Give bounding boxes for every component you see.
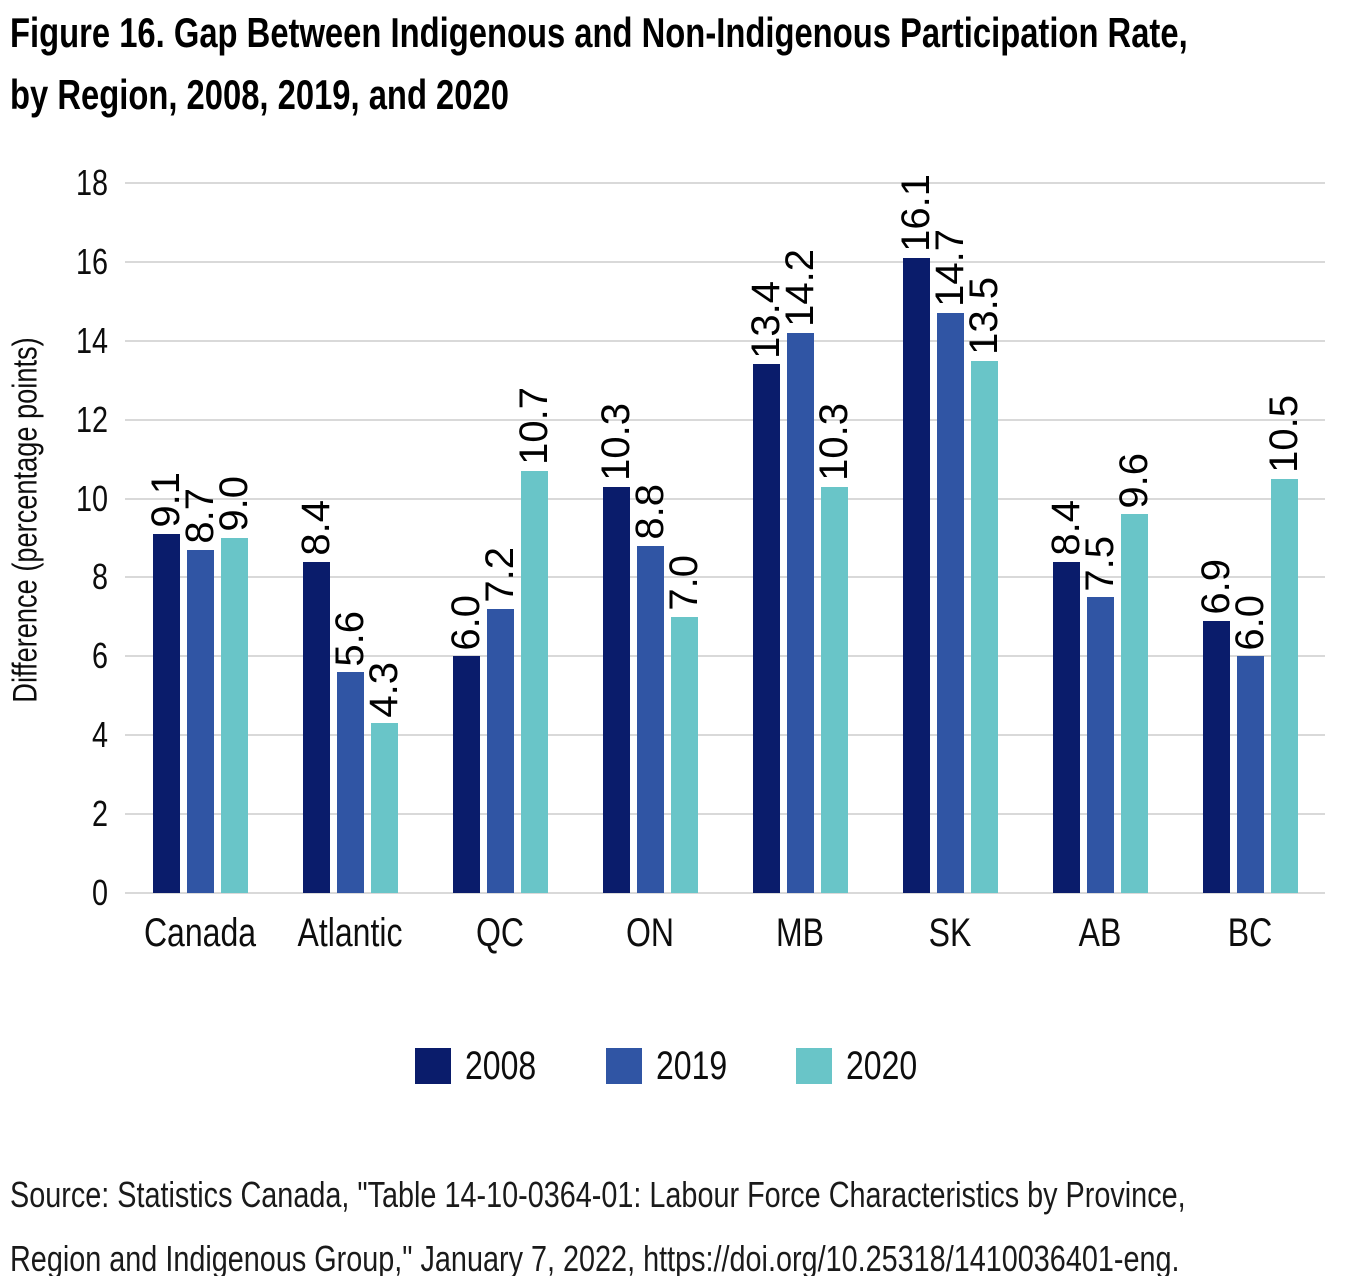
y-axis-tick-label: 8 <box>0 553 108 601</box>
bar-value-label: 10.3 <box>812 402 856 481</box>
bar-2008-atlantic <box>302 561 330 893</box>
bar-2008-ab <box>1052 561 1080 893</box>
bar-2008-sk <box>902 257 930 893</box>
bar-2020-mb <box>820 486 848 893</box>
legend-label-2020: 2020 <box>846 1043 918 1088</box>
gridline <box>125 813 1325 816</box>
y-axis-tick-label: 14 <box>0 317 108 365</box>
bar-2019-on <box>636 545 664 893</box>
bar-2008-on <box>602 486 630 893</box>
source-line-1: Source: Statistics Canada, "Table 14-10-… <box>10 1174 1186 1215</box>
legend-label-2008: 2008 <box>464 1043 536 1088</box>
y-axis-tick-value: 12 <box>75 398 108 440</box>
gridline <box>125 182 1325 184</box>
bar-value-label: 5.6 <box>328 610 372 667</box>
bar-2020-qc <box>520 470 548 893</box>
y-axis-tick-label: 12 <box>0 396 108 444</box>
y-axis-tick-value: 8 <box>91 556 108 598</box>
y-axis-tick-value: 4 <box>91 714 108 756</box>
bar-value-label: 7.2 <box>478 547 522 603</box>
y-axis-tick-value: 16 <box>75 240 108 282</box>
y-axis-tick-value: 18 <box>75 162 108 203</box>
legend-swatch-2008 <box>414 1048 451 1084</box>
gridline <box>125 892 1325 894</box>
gridline <box>125 260 1325 263</box>
bar-2008-qc <box>452 656 480 893</box>
legend-swatch-2020 <box>796 1048 833 1084</box>
bar-2019-atlantic <box>336 672 364 893</box>
figure-title-line-2: by Region, 2008, 2019, and 2020 <box>10 71 509 118</box>
y-axis-tick-value: 10 <box>75 477 108 519</box>
bar-value-label: 8.4 <box>294 500 338 556</box>
source-line-2: Region and Indigenous Group," January 7,… <box>10 1234 1346 1276</box>
y-axis-tick-label: 10 <box>0 475 108 523</box>
y-axis-tick-value: 0 <box>91 872 108 913</box>
bar-value-label: 8.8 <box>628 484 672 540</box>
bar-2019-ab <box>1086 597 1114 893</box>
bar-2008-canada <box>152 534 180 893</box>
bar-value-label: 6.0 <box>444 594 488 651</box>
figure-title: Figure 16. Gap Between Indigenous and No… <box>10 2 1350 126</box>
y-axis-tick-label: 18 <box>0 159 108 207</box>
bar-2019-canada <box>186 549 214 893</box>
y-axis-tick-value: 2 <box>91 793 108 835</box>
legend-item-2008: 2008 <box>414 1043 554 1089</box>
bar-2008-mb <box>752 364 780 893</box>
bar-value-label: 4.3 <box>362 661 406 718</box>
y-axis-tick-value: 6 <box>91 635 108 677</box>
x-axis-label-mb: MB <box>776 911 824 955</box>
y-axis-tick-label: 16 <box>0 238 108 286</box>
x-axis-label-sk: SK <box>928 911 972 955</box>
gridline <box>125 418 1325 421</box>
bar-2019-qc <box>486 609 514 893</box>
bar-2020-bc <box>1270 478 1298 893</box>
legend-item-2020: 2020 <box>796 1044 935 1089</box>
gridline <box>125 339 1325 342</box>
bar-2019-sk <box>936 313 964 893</box>
bar-value-label: 10.3 <box>594 402 638 481</box>
bar-2020-sk <box>970 360 998 893</box>
x-axis-label-ab: AB <box>1078 911 1122 955</box>
bar-2020-on <box>670 616 698 893</box>
bar-value-label: 6.0 <box>1228 594 1272 651</box>
bar-2019-mb <box>786 332 814 893</box>
bar-value-label: 7.5 <box>1078 535 1122 592</box>
bar-value-label: 14.2 <box>778 249 822 327</box>
y-axis-tick-label: 6 <box>0 632 108 680</box>
bar-value-label: 9.0 <box>212 476 256 532</box>
bar-value-label: 13.5 <box>962 276 1006 355</box>
x-axis-label-atlantic: Atlantic <box>297 911 403 955</box>
source-text: Region and Indigenous Group," January 7,… <box>10 1238 644 1276</box>
source-note: Source: Statistics Canada, "Table 14-10-… <box>10 1170 1346 1276</box>
bar-2019-bc <box>1236 656 1264 893</box>
legend: 2008 2019 2020 <box>0 1042 1350 1090</box>
gridline <box>125 497 1325 500</box>
source-doi-link[interactable]: https://doi.org/10.25318/1410036401-eng. <box>643 1238 1180 1276</box>
bar-value-label: 7.0 <box>662 555 706 611</box>
x-axis-label-on: ON <box>626 911 674 955</box>
y-axis-tick-label: 4 <box>0 711 108 759</box>
y-axis-tick-label: 2 <box>0 790 108 838</box>
bar-value-label: 9.6 <box>1112 452 1156 509</box>
legend-swatch-2019 <box>605 1048 642 1084</box>
bar-2020-canada <box>220 538 248 893</box>
bar-2020-atlantic <box>370 723 398 893</box>
bar-2008-bc <box>1202 620 1230 893</box>
gridline <box>125 734 1325 737</box>
y-axis-tick-value: 14 <box>75 319 108 361</box>
bar-value-label: 10.7 <box>512 387 556 465</box>
figure-title-line-1: Figure 16. Gap Between Indigenous and No… <box>10 9 1188 56</box>
x-axis-label-qc: QC <box>476 911 524 955</box>
x-axis-label-canada: Canada <box>143 911 257 955</box>
bar-value-label: 10.5 <box>1262 394 1306 473</box>
y-axis-tick-label: 0 <box>0 869 108 917</box>
legend-label-2019: 2019 <box>655 1043 727 1088</box>
x-axis-label-bc: BC <box>1227 911 1273 955</box>
gridline <box>125 655 1325 658</box>
gridline <box>125 576 1325 579</box>
legend-item-2019: 2019 <box>605 1043 745 1089</box>
bar-2020-ab <box>1120 514 1148 893</box>
